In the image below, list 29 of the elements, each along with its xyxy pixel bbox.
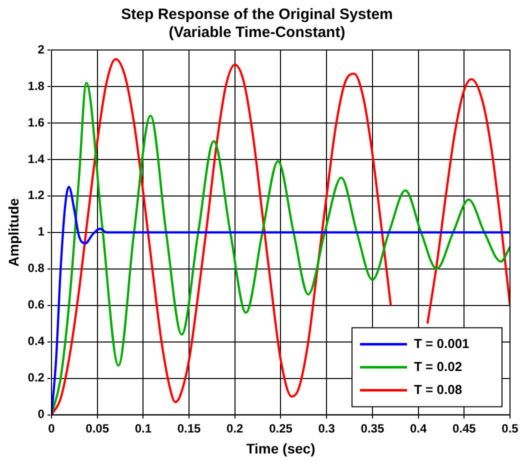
legend-label: T = 0.08 xyxy=(414,382,462,397)
legend-label: T = 0.02 xyxy=(414,358,462,374)
y-tick-label: 0 xyxy=(38,407,45,422)
x-tick-label: 0.1 xyxy=(134,421,152,436)
x-tick-label: 0.2 xyxy=(226,421,244,436)
x-tick-label: 0.3 xyxy=(318,421,336,436)
y-tick-label: 1.4 xyxy=(28,152,45,166)
x-tick-label: 0.05 xyxy=(86,421,110,436)
x-tick-label: 0.5 xyxy=(502,421,519,436)
y-tick-label: 1 xyxy=(38,224,45,239)
y-tick-label: 2 xyxy=(38,42,45,56)
x-tick-label: 0.45 xyxy=(452,421,476,436)
x-tick-label: 0.25 xyxy=(269,421,293,436)
y-tick-label: 1.8 xyxy=(28,78,45,93)
y-tick-label: 0.2 xyxy=(28,370,45,385)
y-tick-label: 1.2 xyxy=(28,188,45,202)
line-series xyxy=(51,186,510,415)
y-tick-label: 0.6 xyxy=(28,298,45,312)
chart-title: Step Response of the Original System (Variable Time-Constant) xyxy=(121,6,393,42)
x-tick-label: 0.4 xyxy=(410,421,427,436)
x-tick-label: 0.15 xyxy=(177,421,202,436)
y-tick-label: 1.6 xyxy=(28,115,45,130)
y-axis-title: Amplitude xyxy=(5,198,22,267)
y-tick-label: 0.8 xyxy=(28,261,45,276)
x-tick-label: 0 xyxy=(48,421,56,436)
x-axis-title: Time (sec) xyxy=(246,440,316,456)
y-tick-label: 0.4 xyxy=(28,334,45,348)
legend-label: T = 0.001 xyxy=(414,336,470,351)
x-tick-label: 0.35 xyxy=(360,421,384,436)
